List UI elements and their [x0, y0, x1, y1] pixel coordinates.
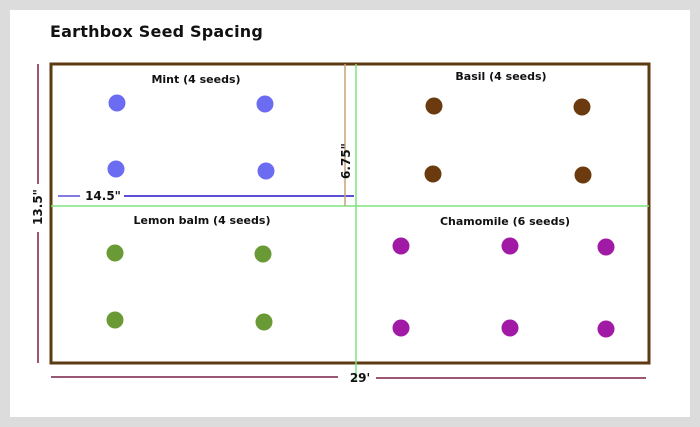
seed-markers — [106, 94, 615, 338]
quadrant-label-basil: Basil (4 seeds) — [455, 70, 546, 83]
vertical-spacing-label: 6.75" — [339, 143, 353, 179]
seed-chamomile-1 — [392, 237, 410, 255]
diagram-title: Earthbox Seed Spacing — [50, 22, 264, 41]
seed-lemon-balm-1 — [106, 244, 124, 262]
seed-chamomile-6 — [597, 320, 615, 338]
seed-lemon-balm-3 — [106, 311, 124, 329]
quadrant-label-mint: Mint (4 seeds) — [151, 73, 240, 86]
seed-basil-1 — [425, 97, 443, 115]
seed-lemon-balm-2 — [254, 245, 272, 263]
quadrant-label-lemon-balm: Lemon balm (4 seeds) — [134, 214, 271, 227]
quadrant-label-chamomile: Chamomile (6 seeds) — [440, 215, 570, 228]
seed-lemon-balm-4 — [255, 313, 273, 331]
seed-basil-2 — [573, 98, 591, 116]
seed-basil-4 — [574, 166, 592, 184]
diagram-card: Earthbox Seed Spacing — [10, 10, 690, 417]
width-dimension-label: 29' — [350, 371, 370, 385]
seed-basil-3 — [424, 165, 442, 183]
seed-mint-2 — [256, 95, 274, 113]
seed-chamomile-4 — [392, 319, 410, 337]
seed-chamomile-2 — [501, 237, 519, 255]
seed-mint-1 — [108, 94, 126, 112]
seed-mint-3 — [107, 160, 125, 178]
height-dimension-label: 13.5" — [31, 189, 45, 225]
horizontal-spacing-label: 14.5" — [85, 189, 121, 203]
seed-mint-4 — [257, 162, 275, 180]
seed-chamomile-5 — [501, 319, 519, 337]
seed-chamomile-3 — [597, 238, 615, 256]
earthbox-outline — [49, 62, 651, 365]
